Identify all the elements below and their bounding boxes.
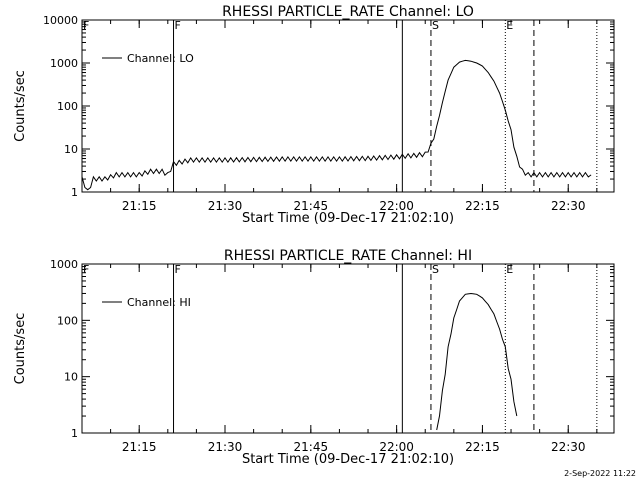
legend-label: Channel: HI	[127, 296, 191, 309]
x-tick-label: 21:45	[294, 199, 329, 213]
series-line	[436, 292, 518, 431]
plot-timestamp: 2-Sep-2022 11:22	[564, 469, 636, 478]
y-tick-label: 10	[64, 143, 78, 156]
x-tick-label: 21:45	[294, 440, 329, 454]
plot-frame	[81, 263, 615, 434]
y-tick-label: 100	[57, 100, 78, 113]
chart-panel-2: RHESSI PARTICLE_RATE Channel: HI 1 10 100 10…	[13, 248, 615, 467]
marker-label: E	[506, 263, 513, 276]
x-axis-label: Start Time (09-Dec-17 21:02:10)	[242, 211, 454, 226]
marker-label: S	[432, 263, 439, 276]
y-tick-label: 1000	[50, 57, 78, 70]
x-tick-label: 22:15	[465, 199, 500, 213]
x-tick-label: 21:30	[208, 440, 243, 454]
x-tick-label: 21:15	[122, 199, 157, 213]
legend-label: Channel: LO	[127, 52, 194, 65]
x-tick-label: 22:00	[379, 199, 414, 213]
y-tick-label: 1000	[50, 258, 78, 271]
chart-panel-1: RHESSI PARTICLE_RATE Channel: LO 1 10 100 10…	[13, 4, 615, 226]
y-tick-label: 1	[71, 427, 78, 440]
y-tick-label: 10000	[43, 14, 78, 27]
x-axis-label: Start Time (09-Dec-17 21:02:10)	[242, 452, 454, 467]
x-tick-label: 22:30	[551, 199, 586, 213]
x-tick-label: 22:00	[379, 440, 414, 454]
marker-label: F	[175, 19, 181, 32]
chart-title: RHESSI PARTICLE_RATE Channel: LO	[222, 4, 474, 20]
series-line	[81, 59, 592, 191]
x-tick-label: 21:15	[122, 440, 157, 454]
x-tick-label: 22:15	[465, 440, 500, 454]
y-tick-label: 100	[57, 314, 78, 327]
y-axis-label: Counts/sec	[13, 70, 28, 142]
y-axis-label: Counts/sec	[13, 313, 28, 385]
marker-label: S	[432, 19, 439, 32]
marker-label: F	[175, 263, 181, 276]
y-tick-label: 10	[64, 371, 78, 384]
x-tick-label: 22:30	[551, 440, 586, 454]
x-tick-label: 21:30	[208, 199, 243, 213]
marker-label: E	[506, 19, 513, 32]
marker-label: F	[83, 19, 89, 32]
y-tick-label: 1	[71, 186, 78, 199]
chart-title: RHESSI PARTICLE_RATE Channel: HI	[224, 248, 472, 264]
marker-label: F	[83, 263, 89, 276]
